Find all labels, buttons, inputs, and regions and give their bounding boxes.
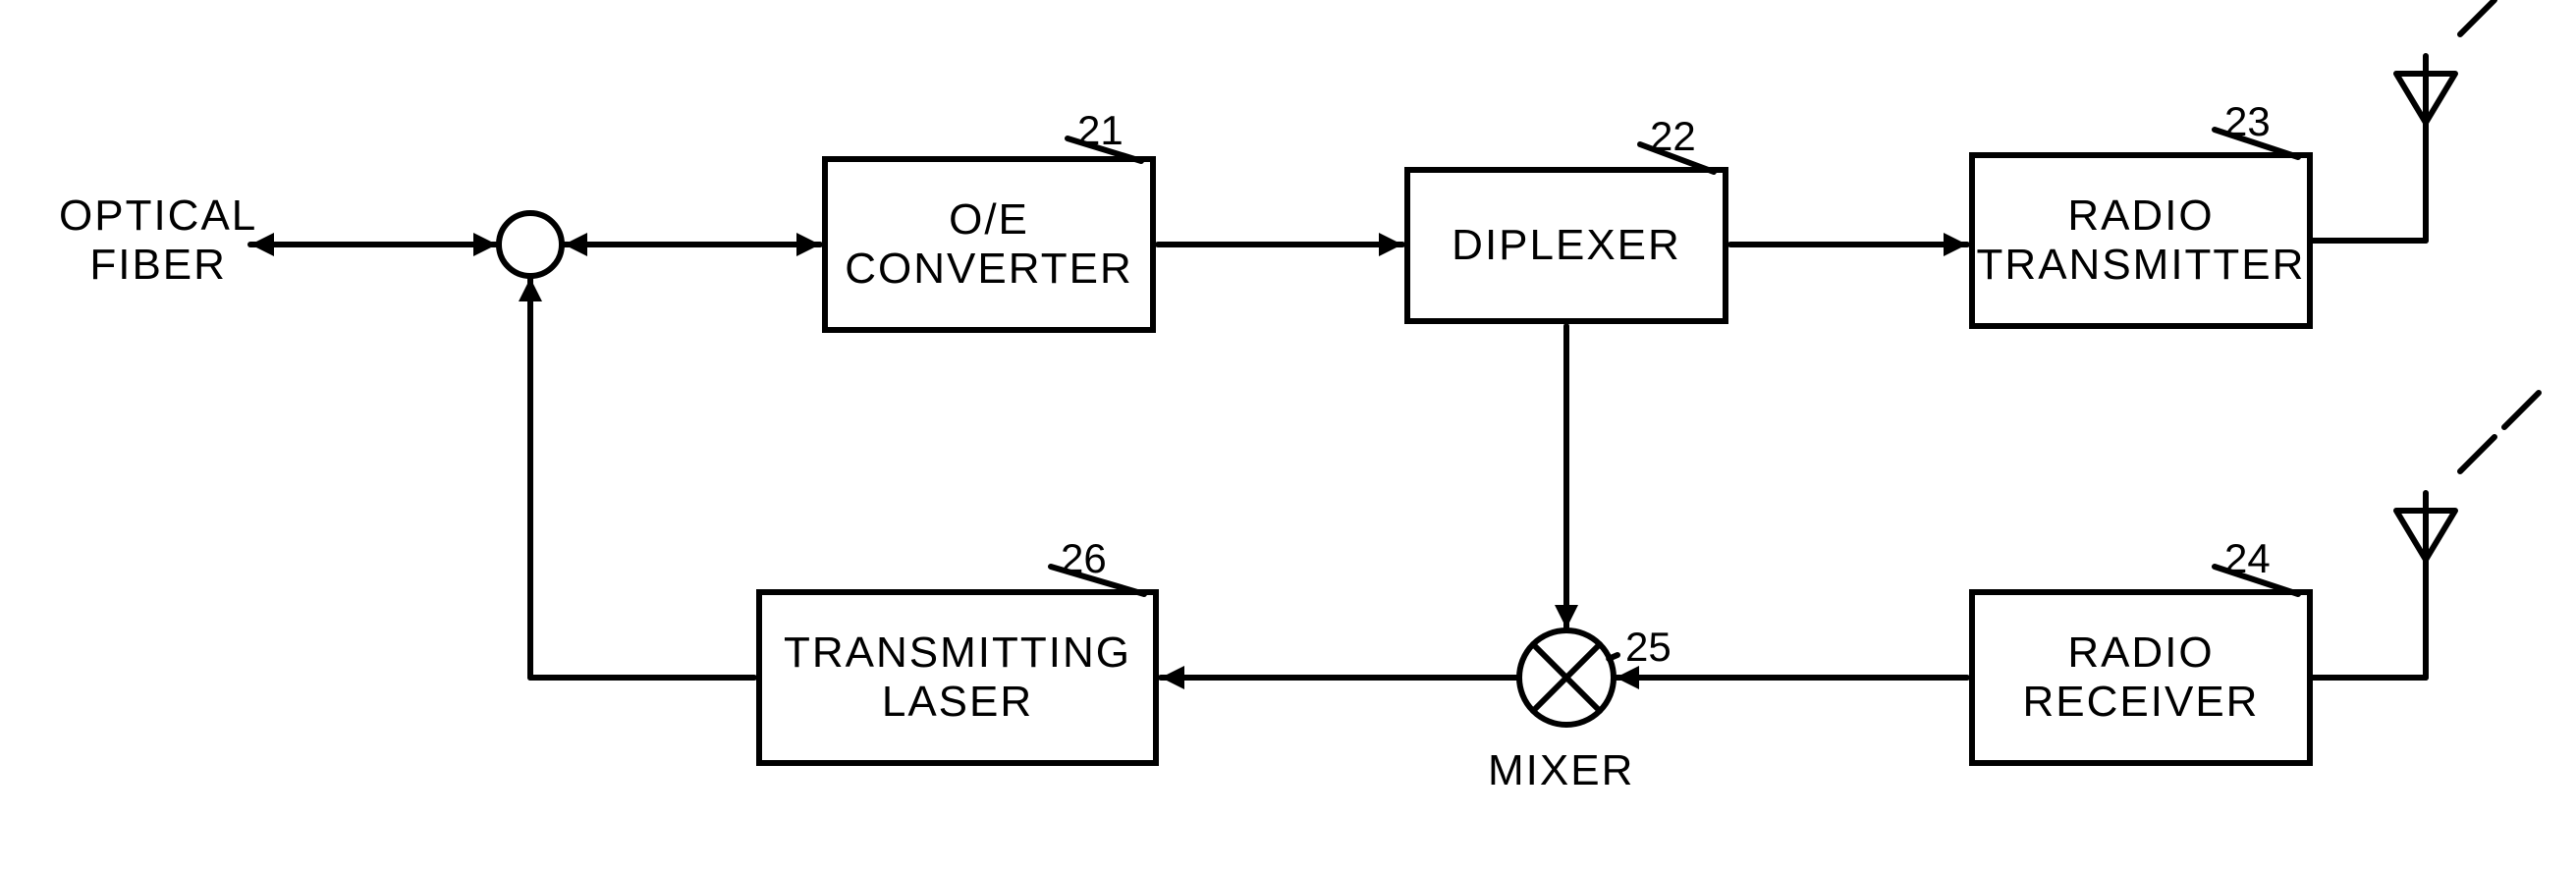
diagram-svg xyxy=(0,0,2576,873)
diagram-stage: O/E CONVERTER DIPLEXER RADIO TRANSMITTER… xyxy=(0,0,2576,873)
